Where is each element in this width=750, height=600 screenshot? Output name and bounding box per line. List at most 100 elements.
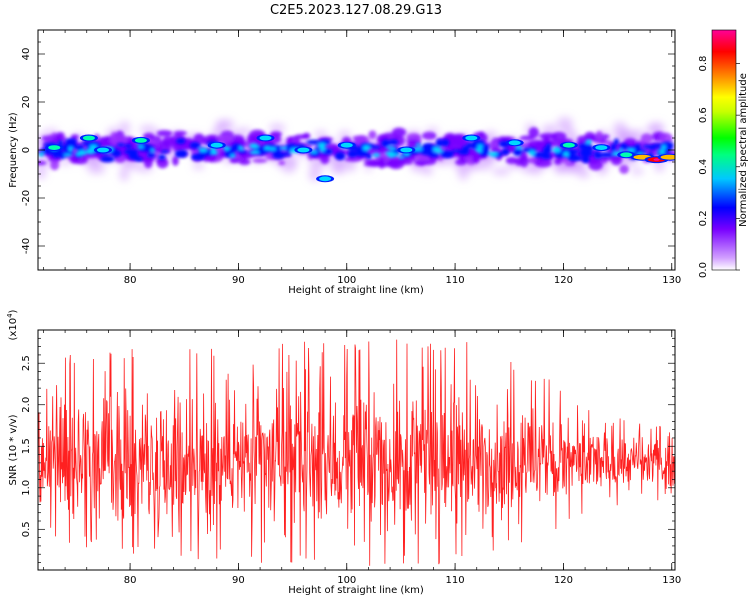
bright-blob — [268, 147, 277, 151]
hotspot — [400, 147, 413, 153]
core-blob — [100, 155, 115, 163]
x-tick-label: 90 — [232, 275, 245, 286]
y-tick-label: 1.0 — [21, 480, 32, 496]
body-blob — [478, 131, 485, 138]
x-tick-label: 130 — [662, 575, 681, 586]
y-tick-label: -20 — [21, 190, 32, 206]
halo-blob — [646, 124, 663, 134]
body-blob — [505, 157, 518, 164]
bright-blob — [385, 151, 394, 156]
body-blob — [116, 156, 126, 163]
core-blob — [429, 152, 439, 158]
x-tick-label: 110 — [446, 575, 465, 586]
snr-multiplier-base: (x10 — [8, 318, 19, 341]
core-blob — [65, 138, 77, 144]
core-blob — [146, 152, 156, 158]
body-blob — [218, 151, 227, 158]
halo-blob — [192, 160, 205, 170]
bright-blob — [75, 152, 81, 156]
hotspot — [210, 142, 223, 148]
x-tick-label: 120 — [554, 575, 573, 586]
core-blob — [647, 144, 657, 150]
body-blob — [278, 160, 286, 166]
snr-series-line — [38, 339, 675, 566]
bright-blob — [627, 148, 635, 153]
body-blob — [551, 131, 567, 141]
bright-blob — [38, 152, 44, 157]
snr-y-multiplier: (x104) — [6, 309, 19, 340]
bright-blob — [372, 153, 380, 158]
colorbar-tick-label: 0.4 — [698, 159, 709, 175]
body-blob — [344, 156, 363, 162]
body-blob — [584, 131, 596, 142]
bright-blob — [659, 149, 665, 155]
body-blob — [246, 134, 254, 144]
core-blob — [158, 154, 166, 160]
spectrogram-x-label: Height of straight line (km) — [288, 285, 424, 296]
spectrogram-blobs — [38, 116, 675, 182]
body-blob — [659, 132, 673, 145]
core-blob — [306, 139, 321, 145]
bright-blob — [223, 145, 230, 151]
core-blob — [610, 143, 616, 152]
x-tick-label: 100 — [337, 575, 356, 586]
colorbar-gradient — [712, 30, 736, 270]
body-blob — [51, 135, 67, 142]
core-blob — [116, 143, 125, 147]
core-blob — [381, 139, 391, 148]
halo-blob — [87, 166, 106, 175]
hotspot — [620, 152, 633, 158]
halo-blob — [38, 166, 47, 180]
bright-blob — [86, 148, 95, 155]
x-tick-label: 100 — [337, 275, 356, 286]
hotspot — [595, 145, 608, 151]
core-blob — [542, 146, 552, 155]
body-blob — [50, 159, 60, 171]
bright-blob — [150, 148, 156, 152]
bright-blob — [264, 146, 271, 150]
bright-blob — [249, 143, 259, 149]
body-blob — [70, 134, 80, 140]
bright-blob — [230, 154, 236, 158]
bright-blob — [320, 147, 326, 152]
bright-blob — [432, 146, 440, 153]
halo-blob — [630, 167, 644, 175]
snr-x-ticks: 80 90 100 110 120 130 — [43, 330, 681, 586]
core-blob — [124, 143, 133, 149]
colorbar-frame — [711, 29, 737, 271]
body-blob — [595, 130, 604, 142]
hotspot — [562, 142, 575, 148]
body-blob — [406, 133, 421, 141]
colorbar: 0.0 0.2 0.4 0.6 0.8 Normalized spectral ampl… — [698, 29, 749, 278]
core-blob — [175, 138, 186, 145]
halo-blob — [492, 167, 511, 176]
colorbar-tick-label: 0.0 — [698, 262, 709, 278]
halo-blob — [119, 166, 130, 182]
core-blob — [596, 152, 603, 159]
core-blob — [366, 153, 372, 160]
bright-blob — [137, 145, 144, 149]
snr-panel: 80 90 100 110 120 130 0.5 1.0 1.5 2.0 2.5 Height … — [6, 309, 681, 596]
body-blob — [38, 160, 47, 166]
hotspot — [660, 154, 675, 160]
core-blob — [598, 152, 614, 158]
halo-blob — [139, 125, 157, 135]
body-blob — [301, 134, 309, 139]
y-tick-label: 20 — [21, 96, 32, 109]
core-blob — [558, 151, 565, 158]
y-tick-label: 1.5 — [21, 438, 32, 454]
core-blob — [177, 149, 188, 158]
core-blob — [440, 150, 454, 158]
body-blob — [528, 127, 539, 139]
bright-blob — [398, 156, 405, 159]
x-tick-label: 80 — [124, 575, 137, 586]
core-blob — [479, 146, 490, 154]
body-blob — [156, 157, 169, 169]
colorbar-label: Normalized spectral amplitude — [738, 73, 749, 227]
hotspot — [465, 135, 478, 141]
halo-blob — [556, 116, 574, 130]
body-blob — [588, 159, 603, 171]
figure-title: C2E5.2023.127.08.29.G13 — [270, 3, 442, 18]
halo-blob — [235, 127, 253, 136]
snr-multiplier-exp: 4 — [6, 313, 14, 318]
